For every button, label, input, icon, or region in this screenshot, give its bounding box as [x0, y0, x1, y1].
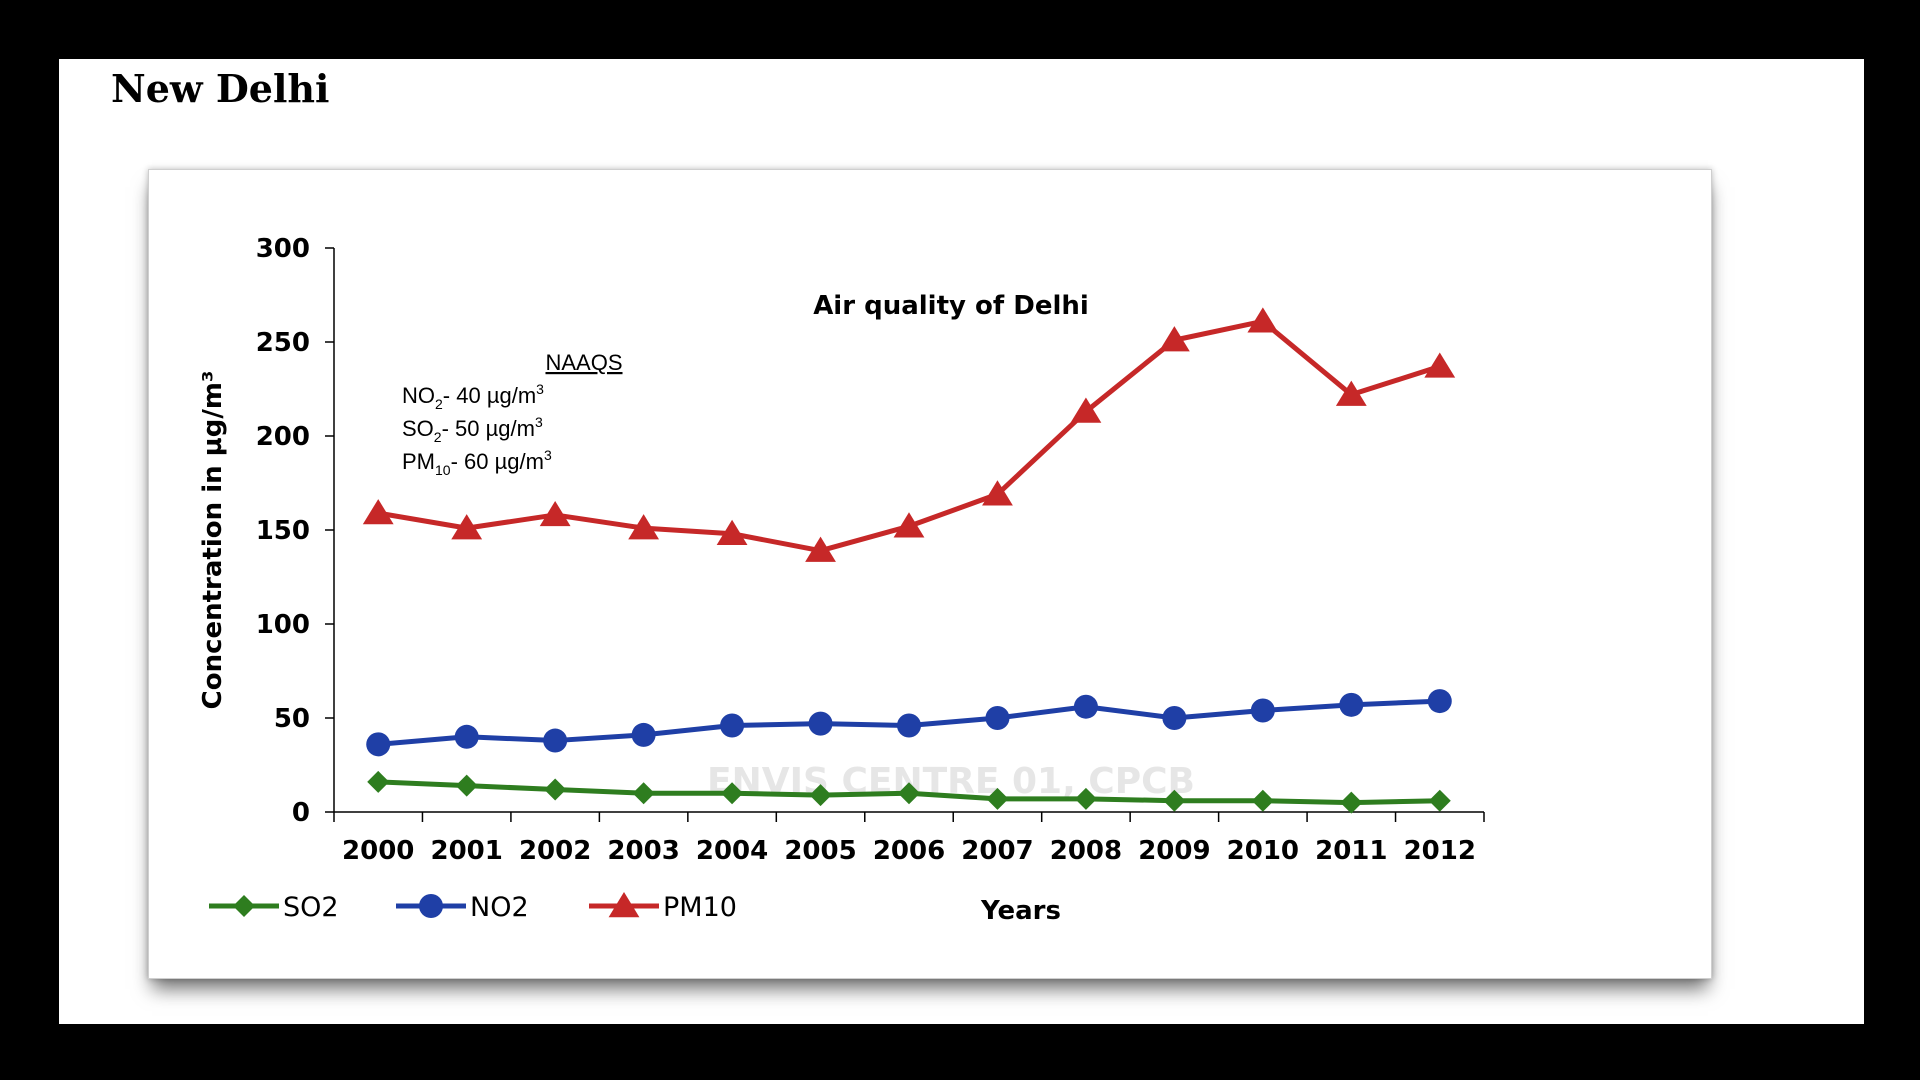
legend-label-no2: NO2 — [470, 892, 529, 923]
series-so2 — [367, 770, 1451, 814]
naaqs-line: SO2- 50 µg/m3 — [402, 414, 543, 445]
x-tick-label: 2001 — [431, 836, 503, 866]
naaqs-line: NO2- 40 µg/m3 — [402, 381, 544, 412]
data-point-pm10 — [982, 480, 1013, 506]
line-chart: ENVIS CENTRE 01, CPCB Air quality of Del… — [198, 234, 1485, 926]
naaqs-heading: NAAQS — [545, 350, 622, 375]
legend-label-so2: SO2 — [283, 892, 339, 923]
y-tick-label: 200 — [256, 422, 310, 452]
data-point-pm10 — [893, 512, 925, 538]
x-tick-label: 2005 — [784, 836, 856, 866]
y-tick-label: 0 — [292, 798, 310, 828]
data-point-no2 — [808, 711, 833, 736]
data-point-no2 — [1073, 694, 1098, 719]
data-point-no2 — [454, 724, 479, 749]
data-point-so2 — [809, 784, 832, 807]
x-tick-label: 2004 — [696, 836, 768, 866]
data-point-no2 — [720, 713, 745, 738]
x-axis-title: Years — [980, 896, 1061, 926]
data-point-no2 — [366, 732, 391, 757]
y-tick-label: 250 — [256, 328, 310, 358]
y-tick-label: 100 — [256, 610, 310, 640]
data-point-pm10 — [628, 514, 660, 540]
data-point-so2 — [721, 782, 744, 805]
y-tick-label: 50 — [274, 704, 310, 734]
legend-label-pm10: PM10 — [663, 892, 737, 923]
x-tick-label: 2011 — [1315, 836, 1387, 866]
data-point-pm10 — [1424, 352, 1456, 378]
data-point-no2 — [543, 728, 568, 753]
y-tick-label: 150 — [256, 516, 310, 546]
data-point-no2 — [1250, 698, 1275, 723]
x-tick-label: 2009 — [1138, 836, 1210, 866]
y-tick-label: 300 — [256, 234, 310, 264]
x-tick-label: 2012 — [1404, 836, 1476, 866]
series-no2 — [366, 689, 1452, 757]
x-tick-label: 2006 — [873, 836, 945, 866]
data-point-pm10 — [362, 499, 394, 525]
legend-marker-so2 — [233, 895, 255, 917]
data-point-so2 — [1251, 789, 1274, 812]
data-point-pm10 — [1158, 326, 1190, 352]
data-point-so2 — [544, 778, 567, 801]
document-page: New Delhi ENVIS CENTRE 01, CPCB Air qual… — [59, 59, 1864, 1024]
data-point-so2 — [632, 782, 655, 805]
legend-marker-pm10 — [608, 892, 640, 918]
data-point-so2 — [1163, 789, 1186, 812]
page-heading: New Delhi — [111, 66, 330, 111]
legend-item-no2: NO2 — [396, 892, 529, 923]
data-point-pm10 — [539, 500, 571, 527]
data-point-pm10 — [451, 514, 483, 540]
naaqs-line: PM10- 60 µg/m3 — [402, 447, 552, 478]
data-point-no2 — [631, 722, 656, 747]
data-point-pm10 — [716, 519, 748, 545]
x-tick-label: 2008 — [1050, 836, 1122, 866]
chart-frame: ENVIS CENTRE 01, CPCB Air quality of Del… — [148, 169, 1712, 979]
data-point-so2 — [367, 770, 390, 793]
data-point-no2 — [1339, 692, 1364, 717]
legend-item-so2: SO2 — [209, 892, 339, 923]
x-tick-label: 2003 — [607, 836, 679, 866]
series-pm10 — [362, 307, 1456, 562]
data-point-so2 — [986, 787, 1009, 810]
data-point-pm10 — [1335, 380, 1367, 406]
legend-item-pm10: PM10 — [589, 892, 737, 923]
y-axis-title: Concentration in µg/m³ — [198, 371, 228, 710]
data-point-no2 — [1162, 706, 1187, 730]
x-tick-label: 2000 — [342, 836, 414, 866]
chart-title: Air quality of Delhi — [813, 291, 1089, 321]
data-point-so2 — [1340, 791, 1363, 814]
data-point-so2 — [1074, 787, 1097, 810]
data-point-pm10 — [1247, 307, 1279, 333]
data-point-no2 — [1427, 689, 1452, 714]
legend-marker-no2 — [419, 894, 443, 918]
data-point-pm10 — [805, 536, 836, 562]
x-tick-label: 2007 — [961, 836, 1033, 866]
data-point-pm10 — [1070, 397, 1102, 423]
x-tick-label: 2010 — [1227, 836, 1299, 866]
data-point-no2 — [897, 713, 921, 738]
data-point-so2 — [898, 782, 920, 805]
x-tick-label: 2002 — [519, 836, 591, 866]
data-point-so2 — [1428, 789, 1451, 812]
data-point-so2 — [455, 774, 478, 797]
data-point-no2 — [985, 706, 1010, 730]
